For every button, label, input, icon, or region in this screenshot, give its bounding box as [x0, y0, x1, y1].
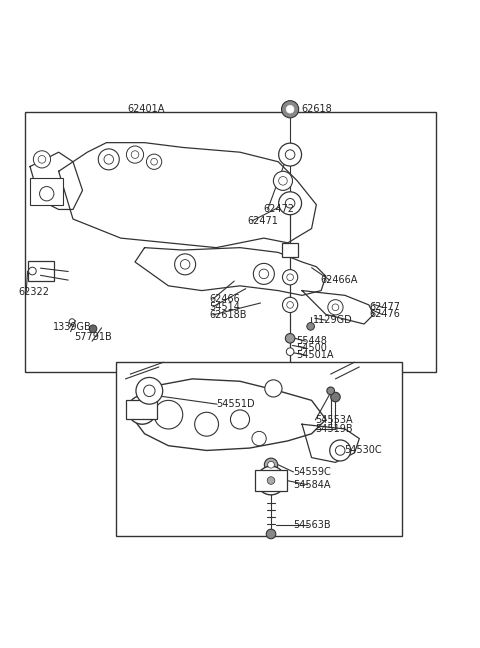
Circle shape [253, 263, 275, 284]
Text: 62618B: 62618B [209, 310, 247, 320]
Circle shape [131, 151, 139, 158]
Circle shape [38, 156, 46, 163]
Circle shape [268, 461, 275, 468]
Text: 62466A: 62466A [320, 275, 358, 285]
Text: 54530C: 54530C [344, 445, 382, 454]
Circle shape [252, 432, 266, 446]
Text: 54500: 54500 [296, 343, 327, 353]
Circle shape [136, 377, 163, 404]
Bar [30, 178, 63, 205]
Bar [255, 470, 287, 491]
Text: 54519B: 54519B [315, 424, 353, 434]
Circle shape [265, 380, 282, 397]
Circle shape [89, 325, 97, 332]
Circle shape [286, 106, 294, 113]
Text: 57791B: 57791B [74, 332, 112, 342]
Circle shape [274, 171, 292, 191]
Bar [126, 400, 157, 419]
Circle shape [144, 385, 155, 397]
Circle shape [69, 319, 75, 325]
Text: 54553A: 54553A [315, 415, 353, 425]
Text: 62401A: 62401A [128, 104, 165, 114]
Circle shape [259, 269, 269, 279]
Circle shape [285, 198, 295, 208]
Circle shape [281, 100, 299, 118]
Circle shape [285, 334, 295, 343]
Circle shape [331, 392, 340, 402]
Text: 54501A: 54501A [296, 350, 333, 360]
Text: 62477: 62477 [370, 303, 401, 312]
Circle shape [34, 151, 50, 168]
Circle shape [267, 477, 275, 484]
Circle shape [279, 143, 301, 166]
Text: 62466: 62466 [209, 294, 240, 304]
Bar [282, 243, 298, 257]
Text: 54514: 54514 [209, 302, 240, 312]
Circle shape [98, 149, 119, 170]
Circle shape [287, 301, 293, 308]
Circle shape [279, 176, 287, 185]
Text: 62476: 62476 [370, 310, 401, 319]
Circle shape [29, 267, 36, 275]
Text: 54563B: 54563B [293, 520, 331, 530]
Circle shape [307, 323, 314, 330]
Circle shape [332, 304, 339, 310]
Bar [116, 362, 402, 537]
Circle shape [257, 466, 285, 495]
Circle shape [282, 270, 298, 285]
Circle shape [279, 192, 301, 214]
Circle shape [263, 472, 280, 489]
Circle shape [287, 274, 293, 281]
Circle shape [327, 387, 335, 395]
Text: 62322: 62322 [18, 286, 49, 297]
Circle shape [151, 158, 157, 165]
Circle shape [128, 395, 156, 424]
Circle shape [126, 146, 144, 163]
Text: 54551D: 54551D [216, 399, 255, 409]
Circle shape [230, 410, 250, 429]
Circle shape [264, 458, 278, 472]
Bar [28, 261, 54, 281]
Circle shape [180, 260, 190, 269]
Text: 62472: 62472 [263, 205, 294, 214]
Text: 1129GD: 1129GD [313, 315, 353, 325]
Circle shape [175, 254, 196, 275]
Text: 62618: 62618 [301, 104, 332, 114]
Circle shape [136, 404, 148, 416]
Text: 62471: 62471 [247, 216, 278, 226]
Circle shape [286, 348, 294, 356]
Text: 1339GB: 1339GB [53, 322, 92, 332]
Text: 54584A: 54584A [293, 480, 331, 490]
Circle shape [154, 400, 183, 429]
Circle shape [146, 154, 162, 169]
Text: 55448: 55448 [296, 336, 327, 346]
Circle shape [285, 150, 295, 159]
Circle shape [266, 529, 276, 538]
Circle shape [282, 297, 298, 312]
Circle shape [330, 440, 351, 461]
Circle shape [39, 187, 54, 201]
Bar [25, 111, 436, 372]
Circle shape [195, 412, 218, 436]
Circle shape [328, 299, 343, 315]
Circle shape [104, 155, 114, 164]
Circle shape [336, 446, 345, 456]
Text: 54559C: 54559C [293, 467, 331, 477]
